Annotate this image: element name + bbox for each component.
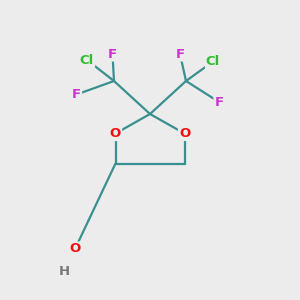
Text: O: O xyxy=(110,127,121,140)
Text: Cl: Cl xyxy=(80,53,94,67)
Text: Cl: Cl xyxy=(206,55,220,68)
Text: O: O xyxy=(69,242,81,256)
Text: F: F xyxy=(108,47,117,61)
Text: H: H xyxy=(59,265,70,278)
Text: F: F xyxy=(176,47,184,61)
Text: O: O xyxy=(179,127,190,140)
Text: F: F xyxy=(72,88,81,101)
Text: F: F xyxy=(214,95,224,109)
